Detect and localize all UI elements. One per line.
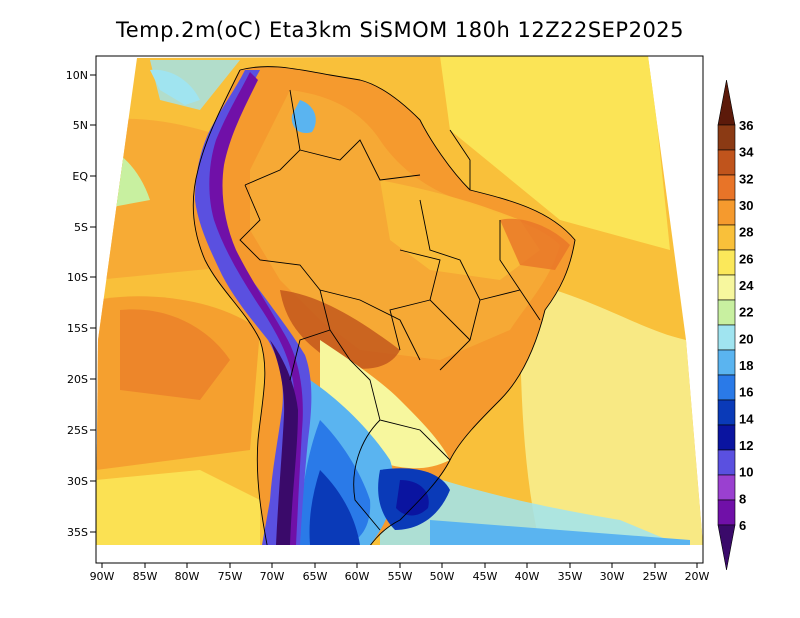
lat-label: 15S — [67, 322, 88, 335]
lat-label: 5N — [73, 119, 88, 132]
colorbar-label: 16 — [739, 385, 753, 400]
lon-label: 20W — [685, 570, 710, 583]
colorbar-label: 14 — [739, 411, 754, 426]
lon-label: 50W — [430, 570, 455, 583]
longitude-axis: 90W 85W 80W 75W 70W 65W 60W 55W 50W 45W … — [90, 563, 710, 583]
lon-tick-75w: 75W — [218, 563, 243, 583]
lat-tick-5s: 5S — [74, 221, 96, 234]
lat-label: 5S — [74, 221, 88, 234]
colorbar-segment — [717, 79, 736, 126]
lat-label: 10S — [67, 271, 88, 284]
lon-label: 80W — [175, 570, 200, 583]
colorbar-label: 8 — [739, 491, 746, 506]
lon-tick-40w: 40W — [515, 563, 540, 583]
colorbar-segment — [717, 349, 736, 376]
colorbar-segment — [717, 274, 736, 301]
colorbar-label: 12 — [739, 438, 753, 453]
colorbar-segment — [717, 299, 736, 326]
lon-tick-60w: 60W — [345, 563, 370, 583]
lon-label: 45W — [473, 570, 498, 583]
colorbar-label: 28 — [739, 225, 753, 240]
latitude-axis: 10N 5N EQ 5S 10S 15S 20S 25S 30S 35S — [66, 69, 96, 539]
lat-tick-35s: 35S — [67, 526, 96, 539]
lon-tick-80w: 80W — [175, 563, 200, 583]
colorbar-label: 22 — [739, 305, 753, 320]
lon-label: 55W — [388, 570, 413, 583]
colorbar-segment — [717, 124, 736, 151]
lat-label: EQ — [72, 170, 88, 183]
lat-tick-eq: EQ — [72, 170, 96, 183]
lon-tick-25w: 25W — [643, 563, 668, 583]
lon-label: 85W — [133, 570, 158, 583]
lat-tick-5n: 5N — [73, 119, 96, 132]
colorbar-label: 20 — [739, 331, 753, 346]
lon-tick-90w: 90W — [90, 563, 115, 583]
colorbar-label: 32 — [739, 171, 753, 186]
lon-label: 40W — [515, 570, 540, 583]
lon-label: 65W — [303, 570, 328, 583]
lon-label: 35W — [558, 570, 583, 583]
colorbar-segment — [717, 199, 736, 226]
lon-tick-70w: 70W — [260, 563, 285, 583]
colorbar-segment — [717, 524, 736, 571]
lon-label: 30W — [600, 570, 625, 583]
lon-tick-30w: 30W — [600, 563, 625, 583]
temperature-field — [96, 56, 703, 545]
colorbar-label: 36 — [739, 118, 753, 133]
colorbar-segment — [717, 474, 736, 501]
lat-tick-25s: 25S — [67, 424, 96, 437]
lon-tick-35w: 35W — [558, 563, 583, 583]
map-title: Temp.2m(oC) Eta3km SiSMOM 180h 12Z22SEP2… — [115, 18, 685, 42]
colorbar-label: 30 — [739, 198, 753, 213]
lat-label: 25S — [67, 424, 88, 437]
lon-label: 90W — [90, 570, 115, 583]
lon-label: 60W — [345, 570, 370, 583]
lat-tick-20s: 20S — [67, 373, 96, 386]
colorbar-segment — [717, 499, 736, 526]
colorbar-label: 26 — [739, 251, 753, 266]
colorbar-label: 24 — [739, 278, 754, 293]
colorbar-segment — [717, 224, 736, 251]
lon-tick-55w: 55W — [388, 563, 413, 583]
lon-label: 25W — [643, 570, 668, 583]
colorbar-label: 10 — [739, 465, 753, 480]
lat-tick-15s: 15S — [67, 322, 96, 335]
colorbar: 36 34 32 30 28 26 24 22 20 18 16 14 12 10 8 6 — [717, 79, 754, 571]
lat-label: 20S — [67, 373, 88, 386]
colorbar-label: 18 — [739, 358, 753, 373]
lon-tick-20w: 20W — [685, 563, 710, 583]
lon-label: 70W — [260, 570, 285, 583]
lat-tick-10s: 10S — [67, 271, 96, 284]
colorbar-segment — [717, 374, 736, 401]
colorbar-segment — [717, 324, 736, 351]
lon-tick-45w: 45W — [473, 563, 498, 583]
colorbar-segment — [717, 174, 736, 201]
colorbar-segment — [717, 249, 736, 276]
lat-label: 35S — [67, 526, 88, 539]
colorbar-segment — [717, 424, 736, 451]
lon-tick-65w: 65W — [303, 563, 328, 583]
country-borders — [192, 66, 576, 545]
lat-label: 10N — [66, 69, 88, 82]
lon-label: 75W — [218, 570, 243, 583]
lat-tick-30s: 30S — [67, 475, 96, 488]
colorbar-segment — [717, 449, 736, 476]
colorbar-label: 6 — [739, 518, 746, 533]
lat-tick-10n: 10N — [66, 69, 96, 82]
lat-label: 30S — [67, 475, 88, 488]
lon-tick-85w: 85W — [133, 563, 158, 583]
lon-tick-50w: 50W — [430, 563, 455, 583]
colorbar-segment — [717, 399, 736, 426]
colorbar-segment — [717, 149, 736, 176]
colorbar-label: 34 — [739, 145, 754, 160]
